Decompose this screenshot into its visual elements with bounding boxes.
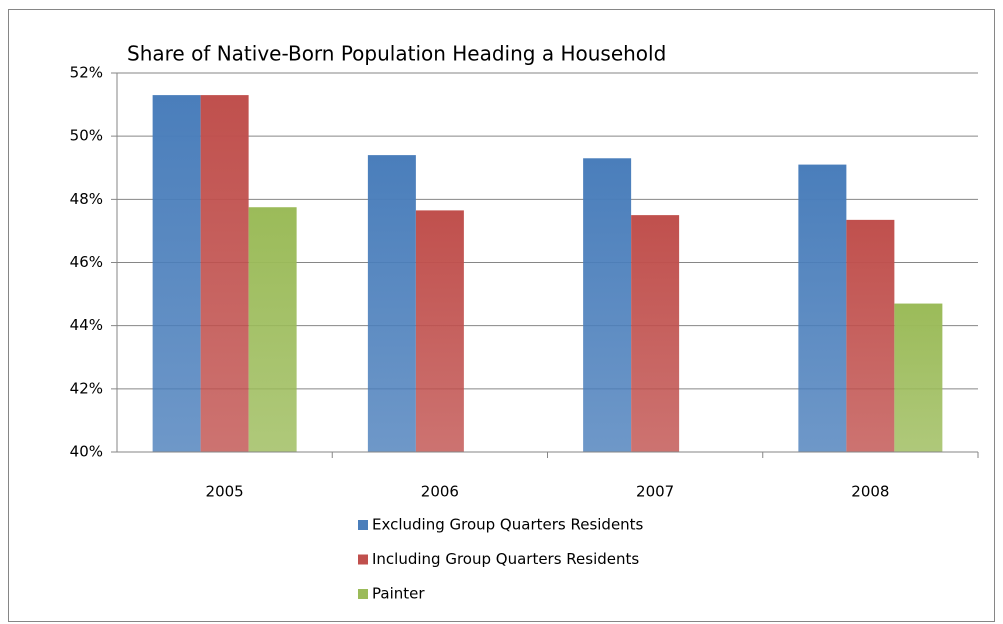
legend-swatch [358,520,368,530]
y-tick-label: 50% [70,127,103,145]
bar [367,155,416,452]
y-tick-label: 42% [70,379,103,397]
bar [415,210,464,452]
y-tick-label: 40% [70,443,103,461]
bar [798,164,847,452]
legend-label: Painter [372,585,425,603]
bar [583,158,632,452]
bar [248,207,297,452]
legend-swatch [358,554,368,565]
y-tick-label: 48% [70,190,103,208]
y-tick-label: 44% [70,316,103,334]
y-tick-label: 46% [70,253,103,271]
bar [152,95,201,452]
x-tick-label: 2007 [636,483,674,501]
bar [894,303,943,452]
legend-label: Excluding Group Quarters Residents [372,516,644,534]
bar [200,95,249,452]
chart-title: Share of Native-Born Population Heading … [127,42,666,66]
legend-label: Including Group Quarters Residents [372,550,639,568]
y-tick-label: 52% [70,64,103,82]
x-tick-label: 2005 [206,483,244,501]
x-tick-label: 2006 [421,483,459,501]
bar [631,215,680,452]
bar [846,219,895,452]
x-tick-label: 2008 [851,483,889,501]
legend-swatch [358,589,368,599]
